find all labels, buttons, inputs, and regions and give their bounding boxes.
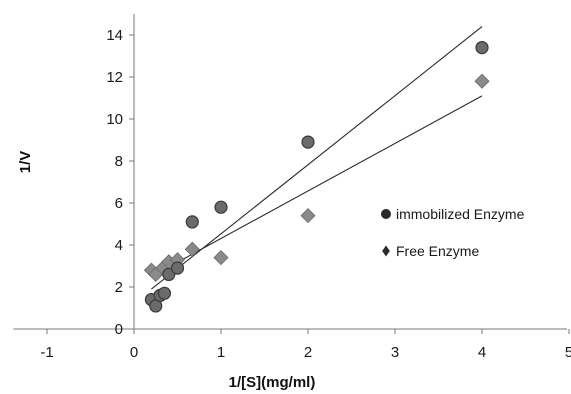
- immobilized-point: [214, 200, 228, 214]
- trendline-immobilized: [151, 26, 483, 290]
- legend-label: Free Enzyme: [396, 243, 479, 259]
- immobilized-point: [185, 215, 199, 229]
- y-tick-label: 6: [115, 195, 123, 212]
- legend: immobilized Enzyme Free Enzyme: [381, 206, 525, 259]
- trendline-free: [151, 95, 483, 277]
- immobilized-point: [301, 135, 315, 149]
- free-enzyme-point: [474, 73, 490, 89]
- x-tick-label: 5: [565, 344, 571, 361]
- legend-label: immobilized Enzyme: [396, 206, 525, 222]
- y-tick-label: 2: [115, 279, 123, 296]
- legend-circle-icon: [381, 209, 391, 219]
- x-tick-label: 3: [391, 344, 399, 361]
- free-enzyme-point: [213, 250, 229, 266]
- free-enzyme-point: [184, 241, 200, 257]
- x-axis-title: 1/[S](mg/ml): [229, 374, 316, 391]
- immobilized-point: [157, 286, 172, 300]
- y-tick-label: 12: [106, 69, 123, 86]
- x-tick-label: 2: [304, 344, 312, 361]
- y-axis-title: 1/V: [17, 151, 34, 174]
- x-tick-label: 1: [217, 344, 225, 361]
- legend-diamond-icon: [382, 245, 390, 257]
- y-tick-label: 14: [106, 27, 123, 44]
- x-tick-label: -1: [40, 344, 53, 361]
- immobilized-point: [170, 261, 185, 275]
- y-tick-label: 8: [115, 153, 123, 170]
- free-enzyme-point: [300, 208, 316, 224]
- x-tick-label: 4: [478, 344, 486, 361]
- x-tick-label: 0: [130, 344, 138, 361]
- y-tick-label: 10: [106, 111, 123, 128]
- trendlines: [151, 26, 483, 290]
- y-tick-label: 4: [115, 237, 123, 254]
- data-points: [143, 40, 490, 313]
- immobilized-point: [475, 40, 489, 55]
- y-tick-label: 0: [115, 321, 123, 338]
- axes: [13, 14, 570, 334]
